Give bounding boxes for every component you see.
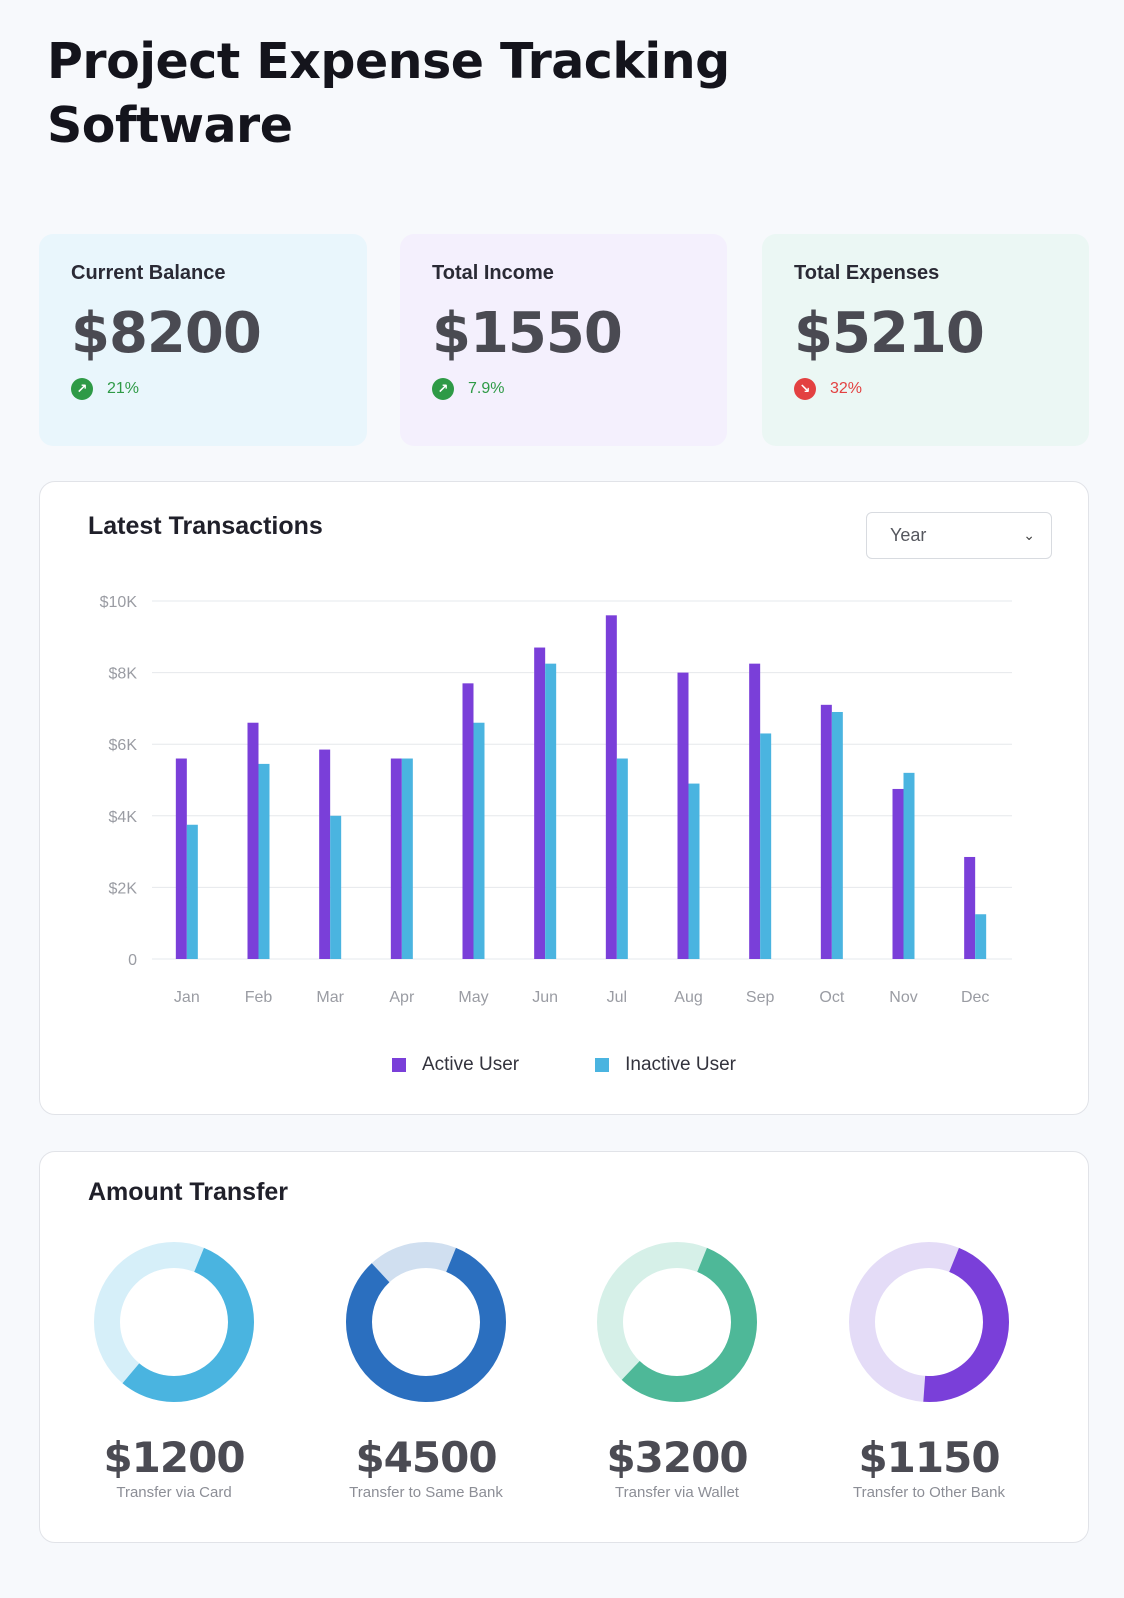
bar-active-jul	[605, 615, 617, 959]
year-select[interactable]: Year ⌄	[866, 512, 1052, 559]
legend-swatch	[391, 1058, 406, 1072]
arrow-up-right-icon: ↗	[432, 378, 454, 400]
y-tick-label: $4K	[109, 809, 138, 826]
bar-inactive-feb	[258, 763, 270, 959]
bar-inactive-apr	[401, 758, 413, 959]
page-title: Project Expense Tracking Software	[47, 33, 730, 154]
y-tick-label: $8K	[109, 666, 138, 683]
x-tick-label: Oct	[819, 989, 844, 1006]
stat-label: Total Expenses	[794, 262, 940, 284]
transfer-item: $1150 Transfer to Other Bank	[809, 1240, 1049, 1501]
stat-card-current-balance: Current Balance $8200 ↗ 21%	[39, 234, 367, 446]
transfer-item: $4500 Transfer to Same Bank	[306, 1240, 546, 1501]
bar-chart: 0 $2K $4K $6K $8K $10K Jan Feb Mar Apr May Jun Jul Au…	[100, 594, 1012, 1006]
latest-transactions-panel: Latest Transactions Year ⌄ 0 $2K $4K $6K $8K…	[39, 481, 1089, 1115]
bar-inactive-mar	[330, 815, 342, 959]
bar-inactive-sep	[760, 733, 772, 959]
bar-active-sep	[749, 663, 761, 959]
bar-inactive-jul	[616, 758, 628, 959]
bar-inactive-nov	[903, 772, 915, 959]
y-tick-label: $6K	[109, 737, 138, 754]
stat-label: Current Balance	[71, 262, 226, 284]
donut-arc	[94, 1242, 254, 1402]
x-tick-label: Jun	[532, 989, 558, 1006]
bar-active-nov	[892, 788, 904, 959]
transfer-amount: $4500	[355, 1433, 497, 1482]
stat-value: $8200	[71, 301, 262, 366]
donut-chart	[94, 1242, 254, 1402]
bar-inactive-aug	[688, 783, 700, 959]
stat-value: $5210	[794, 301, 985, 366]
stat-card-total-expenses: Total Expenses $5210 ↘ 32%	[762, 234, 1089, 446]
x-tick-label: Sep	[746, 989, 775, 1006]
bar-active-aug	[677, 672, 689, 959]
bar-active-may	[462, 683, 474, 959]
bar-active-mar	[319, 749, 331, 959]
x-tick-label: Dec	[961, 989, 989, 1006]
donut-chart	[346, 1242, 506, 1402]
x-tick-label: Feb	[245, 989, 273, 1006]
bar-inactive-jan	[186, 824, 198, 959]
bar-active-jan	[175, 758, 187, 959]
x-tick-label: Aug	[674, 989, 702, 1006]
panel-title: Latest Transactions	[88, 512, 323, 540]
stat-card-total-income: Total Income $1550 ↗ 7.9%	[400, 234, 727, 446]
bar-inactive-dec	[975, 914, 987, 959]
chart-legend: Active User Inactive User	[40, 1054, 1088, 1076]
x-tick-label: Mar	[316, 989, 344, 1006]
legend-label: Active User	[421, 1054, 520, 1075]
transfer-item: $1200 Transfer via Card	[54, 1240, 294, 1501]
legend-item-inactive-user[interactable]: Inactive User	[595, 1054, 736, 1076]
transfer-amount: $1150	[858, 1433, 1000, 1482]
transfer-item: $3200 Transfer via Wallet	[557, 1240, 797, 1501]
y-tick-label: $2K	[109, 880, 138, 897]
panel-title: Amount Transfer	[88, 1178, 289, 1206]
amount-transfer-panel: Amount Transfer $1200 Transfer via Card $4…	[39, 1151, 1089, 1543]
transfer-amount: $1200	[103, 1433, 245, 1482]
x-tick-label: Nov	[889, 989, 917, 1006]
stat-change-value: 7.9%	[468, 380, 505, 397]
y-tick-label: 0	[128, 952, 137, 969]
year-select-value: Year	[890, 525, 927, 545]
bar-active-jun	[534, 647, 546, 959]
transfer-caption: Transfer via Wallet	[615, 1484, 739, 1501]
donut-chart	[597, 1242, 757, 1402]
x-tick-label: Apr	[389, 989, 415, 1006]
transfer-caption: Transfer to Same Bank	[349, 1484, 503, 1501]
bar-inactive-oct	[831, 711, 843, 959]
legend-label: Inactive User	[625, 1054, 736, 1075]
bar-active-apr	[390, 758, 402, 959]
arrow-down-right-icon: ↘	[794, 378, 816, 400]
transfer-amount: $3200	[606, 1433, 748, 1482]
stat-value: $1550	[432, 301, 623, 366]
x-tick-label: May	[458, 989, 488, 1006]
stat-change: ↗ 21%	[71, 378, 367, 400]
x-tick-label: Jul	[607, 989, 627, 1006]
y-tick-label: $10K	[100, 594, 138, 611]
x-tick-label: Jan	[174, 989, 200, 1006]
bar-active-dec	[964, 856, 976, 959]
chevron-down-icon: ⌄	[1023, 527, 1035, 543]
stat-change: ↗ 7.9%	[432, 378, 727, 400]
transfer-caption: Transfer to Other Bank	[852, 1484, 1005, 1501]
arrow-up-right-icon: ↗	[71, 378, 93, 400]
legend-item-active-user[interactable]: Active User	[391, 1054, 520, 1076]
transfer-caption: Transfer via Card	[116, 1484, 232, 1501]
stat-label: Total Income	[432, 262, 554, 284]
bar-inactive-may	[473, 722, 485, 959]
bar-active-feb	[247, 722, 259, 959]
donut-chart	[849, 1242, 1009, 1402]
bar-active-oct	[820, 704, 832, 959]
bar-inactive-jun	[545, 663, 557, 959]
stat-change-value: 21%	[107, 380, 140, 397]
legend-swatch	[595, 1058, 610, 1072]
stat-change-value: 32%	[830, 380, 863, 397]
stat-change: ↘ 32%	[794, 378, 1089, 400]
